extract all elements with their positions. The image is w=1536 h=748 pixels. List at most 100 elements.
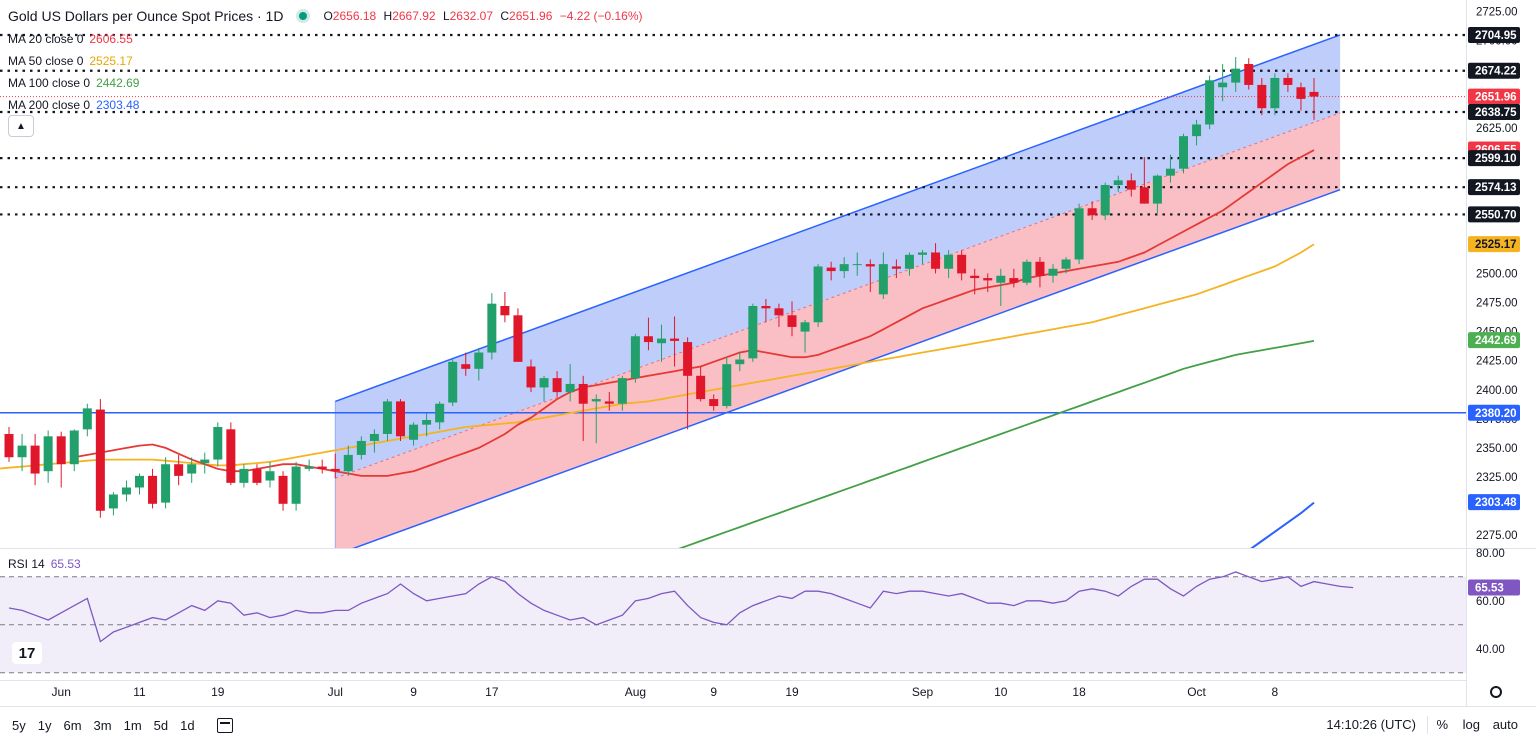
- tradingview-logo-icon[interactable]: 17: [12, 642, 42, 664]
- time-tick-Sep: Sep: [912, 685, 934, 699]
- candle-body: [748, 305, 758, 359]
- candle-body: [174, 464, 184, 476]
- candle-body: [487, 303, 497, 353]
- symbol-title[interactable]: Gold US Dollars per Ounce Spot Prices · …: [8, 8, 284, 24]
- ma50-legend[interactable]: MA 50 close 0 2525.17: [8, 54, 133, 68]
- calendar-icon[interactable]: [216, 718, 233, 733]
- channel-upper-fill: [335, 34, 1341, 479]
- candle-body: [1192, 124, 1202, 137]
- candle-body: [43, 436, 53, 472]
- rsi-line: [8, 571, 1354, 643]
- candle-body: [461, 364, 471, 369]
- channel-lower-fill: [335, 112, 1341, 548]
- candle-body: [996, 275, 1006, 283]
- rsi-tick-label: 60.00: [1476, 596, 1505, 608]
- price-label-2651.96: 2651.96: [1475, 92, 1517, 104]
- percent-scale-toggle[interactable]: %: [1436, 717, 1448, 732]
- timeframe-6m[interactable]: 6m: [63, 718, 82, 733]
- candle-body: [356, 440, 366, 455]
- candle-body: [1139, 187, 1149, 204]
- candle-body: [683, 342, 693, 376]
- price-label-bg-2380.20: [1468, 404, 1520, 421]
- utc-clock[interactable]: 14:10:26 (UTC): [1326, 717, 1416, 732]
- candle-body: [735, 359, 745, 365]
- time-tick-18: 18: [1072, 685, 1086, 699]
- candle-body: [539, 378, 549, 388]
- candle-body: [604, 401, 614, 404]
- candle-body: [252, 468, 262, 483]
- timeframe-1m[interactable]: 1m: [123, 718, 142, 733]
- price-label-bg-2638.75: [1468, 103, 1520, 120]
- price-tick-label: 2350.00: [1476, 443, 1518, 455]
- price-label-2638.75: 2638.75: [1475, 107, 1517, 119]
- candle-body: [970, 275, 980, 279]
- ma200-legend[interactable]: MA 200 close 0 2303.48: [8, 98, 140, 112]
- timeframe-3m[interactable]: 3m: [93, 718, 112, 733]
- price-label-2442.69: 2442.69: [1475, 335, 1517, 347]
- candle-body: [839, 264, 849, 272]
- candle-body: [852, 264, 862, 266]
- price-tick-label: 2275.00: [1476, 530, 1518, 542]
- timeframe-5y[interactable]: 5y: [12, 718, 26, 733]
- candle-body: [591, 399, 601, 402]
- price-label-bg-2525.17: [1468, 236, 1520, 253]
- price-tick-label: 2500.00: [1476, 268, 1518, 280]
- candle-body: [513, 315, 523, 362]
- candle-body: [265, 471, 275, 481]
- collapse-legend-button[interactable]: ▲: [8, 115, 34, 137]
- price-label-2574.13: 2574.13: [1475, 182, 1517, 194]
- candle-body: [813, 266, 823, 323]
- time-tick-Jul: Jul: [328, 685, 343, 699]
- time-tick-Oct: Oct: [1187, 685, 1206, 699]
- time-tick-Aug: Aug: [625, 685, 646, 699]
- candle-body: [1165, 168, 1175, 176]
- market-open-icon: [299, 12, 308, 20]
- ma20-legend[interactable]: MA 20 close 0 2606.55: [8, 32, 133, 46]
- candle-body: [983, 278, 993, 281]
- rsi-legend[interactable]: RSI 14 65.53: [8, 557, 81, 571]
- candle-body: [317, 466, 327, 469]
- candle-body: [422, 420, 432, 425]
- candle-body: [1218, 82, 1228, 88]
- timeframe-1y[interactable]: 1y: [37, 718, 52, 733]
- channel-lower-line: [352, 188, 1341, 548]
- price-label-2550.70: 2550.70: [1475, 209, 1517, 221]
- bottom-toolbar: 5y 1y 6m 3m 1m 5d 1d 14:10:26 (UTC) % lo…: [0, 706, 1536, 744]
- channel-upper-line: [334, 34, 1341, 403]
- time-tick-17: 17: [485, 685, 499, 699]
- candle-body: [1113, 180, 1123, 185]
- candle-body: [800, 322, 810, 332]
- ohlc-readout: O2656.18 H2667.92 L2632.07 C2651.96 −4.2…: [323, 9, 643, 23]
- candle-body: [1296, 87, 1306, 99]
- auto-scale-toggle[interactable]: auto: [1492, 717, 1518, 732]
- toolbar-separator: [1427, 716, 1428, 734]
- candle-body: [1257, 84, 1267, 109]
- price-label-2525.17: 2525.17: [1475, 239, 1517, 251]
- settings-icon[interactable]: [1490, 686, 1502, 698]
- log-scale-toggle[interactable]: log: [1462, 717, 1480, 732]
- ma100-legend[interactable]: MA 100 close 0 2442.69: [8, 76, 140, 90]
- price-tick-label: 2725.00: [1476, 7, 1518, 19]
- timeframe-5d[interactable]: 5d: [153, 718, 169, 733]
- candle-body: [1270, 77, 1280, 109]
- candle-body: [931, 252, 941, 269]
- price-label-bg-2574.13: [1468, 179, 1520, 196]
- candle-body: [56, 436, 66, 465]
- candle-body: [617, 378, 627, 404]
- candle-body: [1152, 175, 1162, 204]
- candle-body: [409, 424, 419, 440]
- timeframe-1d[interactable]: 1d: [180, 718, 195, 733]
- candle-body: [761, 305, 771, 309]
- time-tick-8: 8: [1272, 685, 1279, 699]
- rsi-label-bg: [1468, 579, 1520, 596]
- candle-body: [565, 383, 575, 393]
- candle-body: [709, 399, 719, 407]
- time-tick-19: 19: [211, 685, 225, 699]
- candle-body: [643, 336, 653, 343]
- candle-body: [474, 352, 484, 369]
- candle-body: [161, 464, 171, 503]
- candle-body: [826, 267, 836, 272]
- candle-body: [500, 305, 510, 316]
